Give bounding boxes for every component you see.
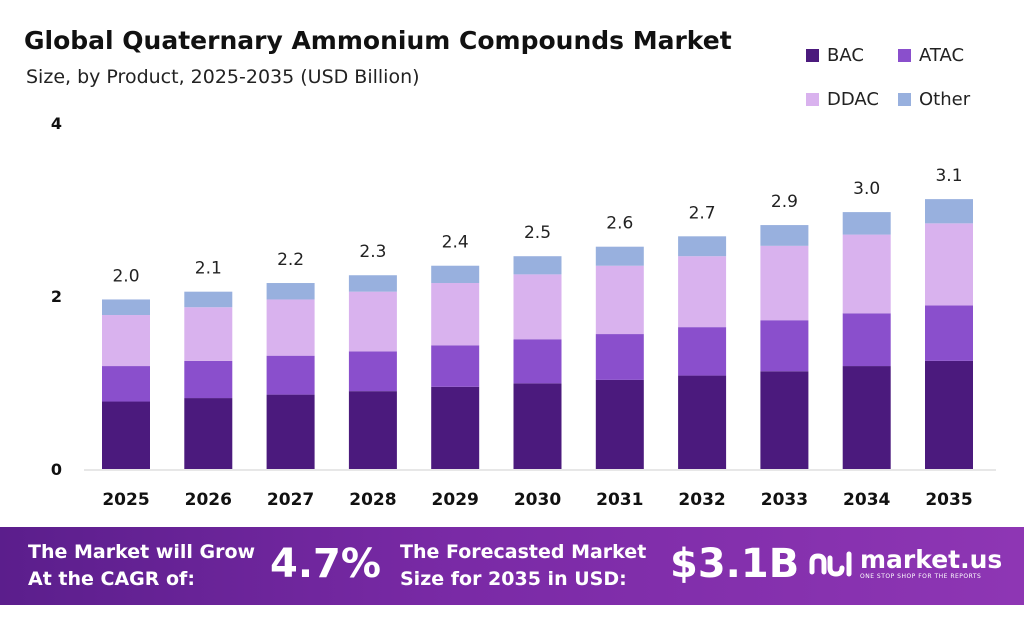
bar-segment-other bbox=[184, 291, 233, 308]
bar-segment-other bbox=[266, 283, 315, 300]
bar-segment-atac bbox=[102, 366, 150, 402]
bar-segment-ddac bbox=[431, 283, 480, 346]
data-label: 2.5 bbox=[524, 223, 551, 243]
bar-segment-bac bbox=[184, 398, 233, 469]
bar-segment-other bbox=[925, 199, 973, 224]
bar-segment-other bbox=[513, 256, 562, 275]
y-tick-label: 0 bbox=[51, 460, 62, 479]
data-label: 2.0 bbox=[112, 266, 139, 286]
bar-segment-bac bbox=[760, 371, 809, 469]
bar-segment-ddac bbox=[266, 299, 315, 356]
bar-segment-other bbox=[102, 299, 150, 316]
legend-swatch-atac bbox=[898, 49, 911, 62]
bar-segment-atac bbox=[513, 339, 562, 384]
cagr-value: 4.7% bbox=[270, 541, 381, 587]
data-label: 2.6 bbox=[606, 214, 633, 234]
legend-label-atac: ATAC bbox=[919, 45, 965, 66]
x-tick-label: 2028 bbox=[349, 490, 396, 510]
data-label: 2.3 bbox=[359, 242, 386, 262]
x-tick-label: 2030 bbox=[514, 490, 561, 510]
bar-segment-bac bbox=[842, 366, 891, 469]
x-tick-label: 2035 bbox=[925, 490, 972, 510]
x-tick-label: 2034 bbox=[843, 490, 890, 510]
chart-subtitle: Size, by Product, 2025-2035 (USD Billion… bbox=[26, 66, 420, 88]
footer-banner: The Market will Grow At the CAGR of: 4.7… bbox=[0, 527, 1024, 605]
bar-segment-atac bbox=[678, 327, 727, 376]
legend-item-other: Other bbox=[898, 89, 970, 110]
data-label: 2.2 bbox=[277, 250, 304, 270]
x-tick-label: 2025 bbox=[102, 490, 149, 510]
bar-segment-atac bbox=[595, 334, 644, 380]
legend-swatch-ddac bbox=[806, 93, 819, 106]
brand-logo: market.us ONE STOP SHOP FOR THE REPORTS bbox=[808, 547, 1002, 580]
legend-item-bac: BAC bbox=[806, 45, 864, 66]
forecast-value: $3.1B bbox=[670, 541, 800, 587]
data-label: 3.0 bbox=[853, 179, 880, 199]
x-tick-label: 2033 bbox=[761, 490, 808, 510]
bar-segment-other bbox=[348, 275, 397, 292]
bar-segment-atac bbox=[266, 355, 315, 395]
bar-segment-other bbox=[595, 246, 644, 266]
legend-swatch-other bbox=[898, 93, 911, 106]
bar-segment-ddac bbox=[760, 245, 809, 321]
bar-segment-atac bbox=[348, 351, 397, 392]
data-label: 2.9 bbox=[771, 192, 798, 212]
bar-segment-other bbox=[760, 225, 809, 246]
brand-name: market.us bbox=[860, 545, 1003, 574]
brand-tagline: ONE STOP SHOP FOR THE REPORTS bbox=[860, 573, 982, 580]
chart-title: Global Quaternary Ammonium Compounds Mar… bbox=[24, 26, 732, 55]
bar-segment-bac bbox=[678, 375, 727, 469]
bar-segment-atac bbox=[925, 305, 973, 361]
data-label: 2.4 bbox=[442, 233, 469, 253]
bar-segment-other bbox=[431, 265, 480, 284]
bar-segment-ddac bbox=[348, 291, 397, 352]
bar-segment-atac bbox=[431, 345, 480, 387]
legend-swatch-bac bbox=[806, 49, 819, 62]
bar-segment-atac bbox=[760, 320, 809, 372]
legend-label-ddac: DDAC bbox=[827, 89, 879, 110]
market-us-logo-icon bbox=[809, 551, 852, 577]
bar-segment-bac bbox=[513, 383, 562, 469]
bar-segment-ddac bbox=[842, 234, 891, 314]
data-label: 2.1 bbox=[195, 259, 222, 279]
bar-segment-bac bbox=[266, 394, 315, 469]
bar-segment-bac bbox=[925, 360, 973, 469]
data-label: 3.1 bbox=[935, 166, 962, 186]
x-tick-label: 2031 bbox=[596, 490, 643, 510]
y-tick-label: 2 bbox=[51, 287, 62, 306]
bar-segment-bac bbox=[431, 386, 480, 469]
bar-segment-bac bbox=[102, 401, 150, 469]
y-tick-label: 4 bbox=[51, 114, 62, 133]
bar-segment-bac bbox=[348, 391, 397, 469]
legend-item-atac: ATAC bbox=[898, 45, 964, 66]
bar-segment-ddac bbox=[678, 256, 727, 328]
cagr-label: The Market will Grow At the CAGR of: bbox=[28, 541, 256, 590]
x-tick-label: 2032 bbox=[678, 490, 725, 510]
x-tick-label: 2026 bbox=[185, 490, 232, 510]
stacked-bar-chart: 0 2 4 2.0 2025 2.1 2026 2.2 2027 2.3 2028 2.4 2029 2.… bbox=[51, 114, 996, 510]
forecast-label: The Forecasted Market Size for 2035 in U… bbox=[400, 541, 647, 590]
bar-segment-ddac bbox=[102, 315, 150, 367]
bar-segment-ddac bbox=[184, 307, 233, 361]
bar-segment-other bbox=[678, 236, 727, 257]
legend-label-other: Other bbox=[919, 89, 971, 110]
bar-segment-bac bbox=[595, 379, 644, 469]
legend-label-bac: BAC bbox=[827, 45, 864, 66]
legend-item-ddac: DDAC bbox=[806, 89, 879, 110]
data-label: 2.7 bbox=[689, 203, 716, 223]
x-tick-label: 2029 bbox=[432, 490, 479, 510]
bar-segment-atac bbox=[842, 313, 891, 367]
bar-segment-atac bbox=[184, 360, 233, 399]
bar-segment-ddac bbox=[595, 265, 644, 335]
x-tick-label: 2027 bbox=[267, 490, 314, 510]
bar-segment-ddac bbox=[925, 223, 973, 306]
bar-segment-other bbox=[842, 212, 891, 235]
bar-segment-ddac bbox=[513, 274, 562, 340]
